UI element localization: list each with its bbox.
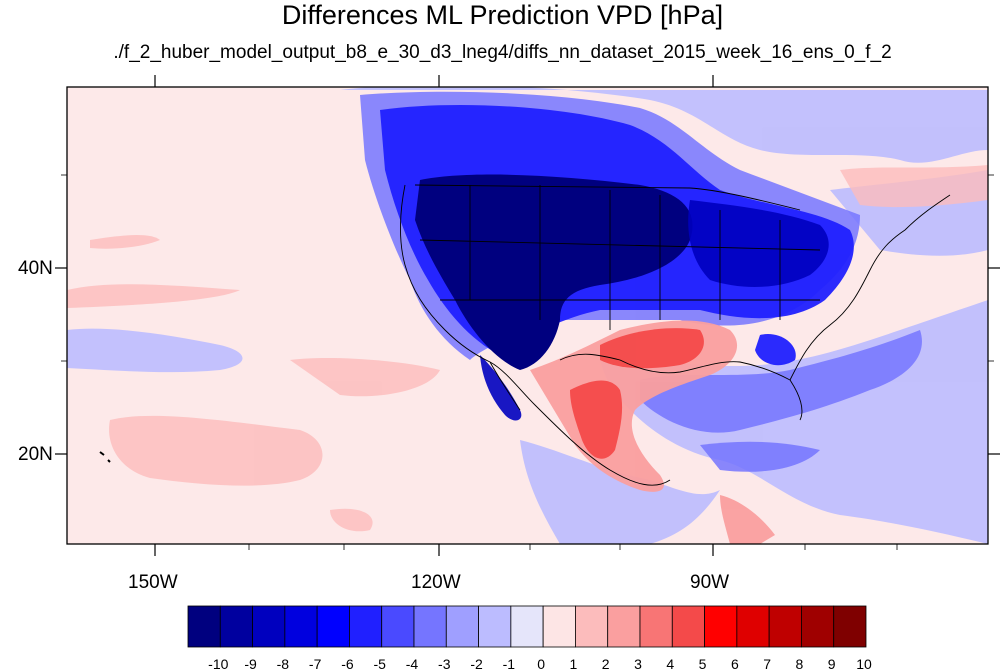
colorbar-swatch xyxy=(187,605,221,648)
colorbar-swatch xyxy=(349,605,383,648)
colorbar-tick-label: 2 xyxy=(601,656,610,672)
colorbar-tick-label: 1 xyxy=(569,656,578,672)
colorbar-swatch xyxy=(252,605,286,648)
map-plot xyxy=(55,75,1000,556)
colorbar-tick-label: -3 xyxy=(438,656,451,672)
colorbar-tick-label: -2 xyxy=(470,656,483,672)
colorbar-swatch xyxy=(575,605,609,648)
lon-label-90w: 90W xyxy=(690,572,730,593)
colorbar-swatch xyxy=(671,605,705,648)
colorbar-swatch xyxy=(801,605,835,648)
colorbar-swatch xyxy=(284,605,318,648)
colorbar-tick-label: 8 xyxy=(795,656,804,672)
colorbar-swatch xyxy=(833,605,867,648)
map-field xyxy=(67,87,988,544)
colorbar-swatch xyxy=(607,605,641,648)
lat-label-40n: 40N xyxy=(18,258,53,279)
colorbar-swatch xyxy=(704,605,738,648)
colorbar-tick-label: -8 xyxy=(276,656,290,672)
colorbar-tick-label: -1 xyxy=(502,656,516,672)
colorbar-tick-label: -6 xyxy=(341,656,354,672)
colorbar-swatch xyxy=(316,605,350,648)
colorbar-swatch xyxy=(381,605,415,648)
axis-ticks xyxy=(55,75,1000,556)
colorbar-tick-label: 9 xyxy=(827,656,836,672)
colorbar-tick-label: -10 xyxy=(208,656,229,672)
colorbar-tick-label: 0 xyxy=(537,656,546,672)
colorbar-swatch xyxy=(219,605,253,648)
lat-label-20n: 20N xyxy=(18,444,53,465)
colorbar-tick-label: 4 xyxy=(666,656,675,672)
colorbar-swatch xyxy=(413,605,447,648)
colorbar-tick-label: -4 xyxy=(405,656,419,672)
colorbar-tick-label: 10 xyxy=(856,656,872,672)
chart-subtitle: ./f_2_huber_model_output_b8_e_30_d3_lneg… xyxy=(113,42,892,63)
lon-label-120w: 120W xyxy=(411,572,461,593)
colorbar-swatch xyxy=(510,605,544,648)
colorbar-tick-label: 5 xyxy=(698,656,707,672)
colorbar-tick-label: -7 xyxy=(308,656,322,672)
colorbar-tick-label: -9 xyxy=(244,656,257,672)
chart-title: Differences ML Prediction VPD [hPa] xyxy=(281,0,724,30)
colorbar-swatch xyxy=(768,605,802,648)
coastlines xyxy=(99,184,951,486)
lon-label-150w: 150W xyxy=(128,572,178,593)
colorbar-tick-label: 3 xyxy=(634,656,642,672)
colorbar-swatch xyxy=(478,605,512,648)
colorbar-swatch xyxy=(542,605,576,648)
plot-frame xyxy=(66,86,989,545)
colorbar-swatch xyxy=(736,605,770,648)
colorbar-tick-label: 7 xyxy=(763,656,772,672)
colorbar-tick-label: -5 xyxy=(373,656,386,672)
colorbar-swatch xyxy=(639,605,673,648)
colorbar-tick-label: 6 xyxy=(730,656,739,672)
colorbar-swatch xyxy=(445,605,479,648)
